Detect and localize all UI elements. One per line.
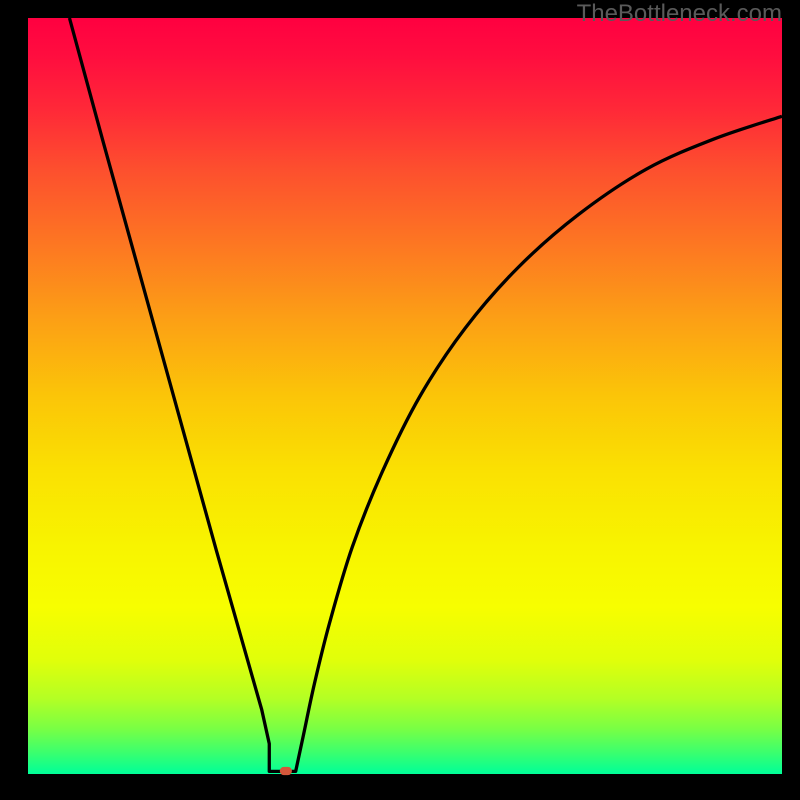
plot-background xyxy=(28,18,782,774)
watermark-text: TheBottleneck.com xyxy=(577,0,782,28)
bottleneck-chart xyxy=(0,0,800,800)
optimal-point-marker xyxy=(280,767,292,775)
